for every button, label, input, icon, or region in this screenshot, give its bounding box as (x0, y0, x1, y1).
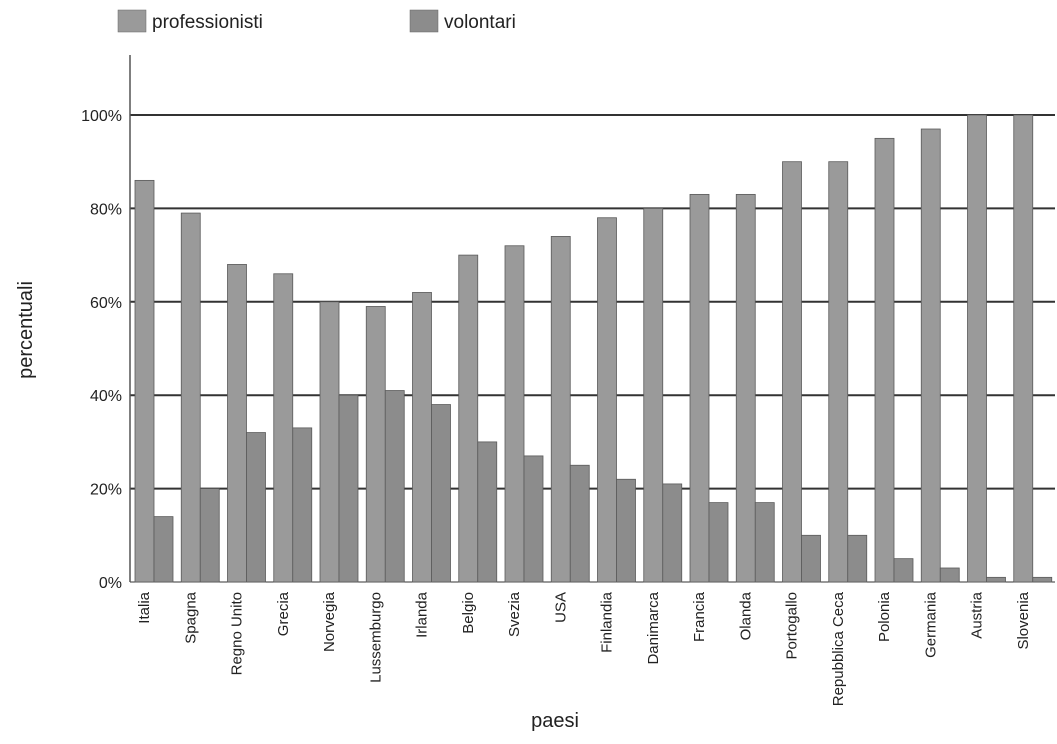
x-tick-label: Spagna (182, 591, 199, 643)
bar-volontari-18 (986, 576, 1006, 583)
bar-professionisti-8 (504, 245, 525, 583)
x-tick-label: Irlanda (414, 591, 431, 638)
bar-professionisti-17 (920, 128, 941, 583)
x-tick-label: Svezia (506, 591, 523, 637)
bar-professionisti-3 (273, 273, 294, 583)
bar-volontari-9 (569, 464, 590, 583)
x-axis-labels: Italia Spagna Regno Unito Grecia Norvegia Lus… (136, 591, 1032, 706)
bar-volontari-16 (893, 558, 914, 583)
bar-professionisti-1 (180, 212, 201, 583)
x-tick-label: Olanda (737, 591, 754, 640)
x-tick-label: Norvegia (321, 591, 338, 652)
bar-volontari-13 (754, 502, 775, 583)
x-tick-label: Lussemburgo (367, 592, 384, 683)
y-axis-title: percentuali (15, 281, 37, 379)
bar-professionisti-7 (458, 254, 479, 583)
x-tick-label: Belgio (460, 592, 477, 634)
bar-professionisti-6 (412, 292, 432, 583)
bar-volontari-1 (199, 488, 220, 583)
bar-professionisti-9 (550, 236, 571, 583)
bar-volontari-15 (847, 534, 868, 583)
bar-volontari-19 (1032, 576, 1053, 583)
x-axis-title: paesi (531, 710, 579, 732)
bar-volontari-7 (477, 441, 498, 583)
x-tick-label: USA (552, 592, 569, 623)
bar-professionisti-4 (319, 301, 340, 583)
bar-professionisti-13 (735, 193, 756, 583)
legend-swatch-professionisti (117, 9, 147, 33)
y-tick-label: 0% (99, 575, 122, 592)
bar-professionisti-19 (1013, 114, 1034, 583)
x-tick-label: Austria (969, 591, 986, 638)
bar-professionisti-18 (967, 114, 987, 583)
y-tick-label: 100% (81, 108, 122, 125)
bar-volontari-12 (708, 502, 729, 583)
bar-volontari-6 (431, 404, 451, 583)
y-tick-label: 40% (90, 388, 122, 405)
legend-label-volontari: volontari (444, 12, 516, 33)
bar-professionisti-5 (365, 306, 386, 583)
bar-professionisti-12 (689, 193, 710, 583)
bar-volontari-5 (384, 390, 405, 583)
bar-volontari-4 (338, 394, 359, 583)
bar-volontari-10 (616, 478, 636, 583)
x-tick-label: Regno Unito (229, 592, 246, 675)
bar-professionisti-0 (134, 179, 155, 583)
bar-professionisti-11 (643, 207, 664, 583)
bar-professionisti-10 (597, 217, 617, 583)
x-tick-label: Finlandia (599, 591, 616, 653)
legend-swatch-volontari (409, 9, 439, 33)
x-tick-label: Polonia (876, 591, 893, 642)
legend: professionisti volontari (117, 9, 516, 33)
bar-volontari-8 (523, 455, 544, 583)
bar-volontari-17 (939, 567, 960, 583)
bar-volontari-0 (153, 516, 174, 583)
bar-volontari-11 (662, 483, 683, 583)
x-tick-label: Repubblica Ceca (830, 591, 847, 706)
y-tick-label: 80% (90, 201, 122, 218)
bar-professionisti-15 (828, 161, 849, 583)
bar-professionisti-14 (782, 161, 802, 583)
bar-professionisti-16 (874, 137, 895, 583)
x-tick-label: Danimarca (645, 591, 662, 664)
gridlines (130, 114, 1055, 583)
bars (134, 114, 1053, 583)
x-tick-label: Germania (922, 591, 939, 658)
y-tick-label: 20% (90, 482, 122, 499)
x-tick-label: Grecia (275, 591, 292, 636)
x-tick-label: Italia (136, 591, 153, 623)
y-tick-label: 60% (90, 295, 122, 312)
legend-label-professionisti: professionisti (152, 12, 263, 33)
y-axis: 0% 20% 40% 60% 80% 100% (81, 55, 131, 592)
bar-professionisti-2 (227, 264, 247, 583)
x-tick-label: Portogallo (784, 592, 801, 660)
x-tick-label: Francia (691, 591, 708, 642)
x-tick-label: Slovenia (1015, 591, 1032, 649)
bar-volontari-3 (292, 427, 313, 583)
bar-volontari-2 (246, 432, 266, 583)
bar-volontari-14 (801, 534, 821, 583)
